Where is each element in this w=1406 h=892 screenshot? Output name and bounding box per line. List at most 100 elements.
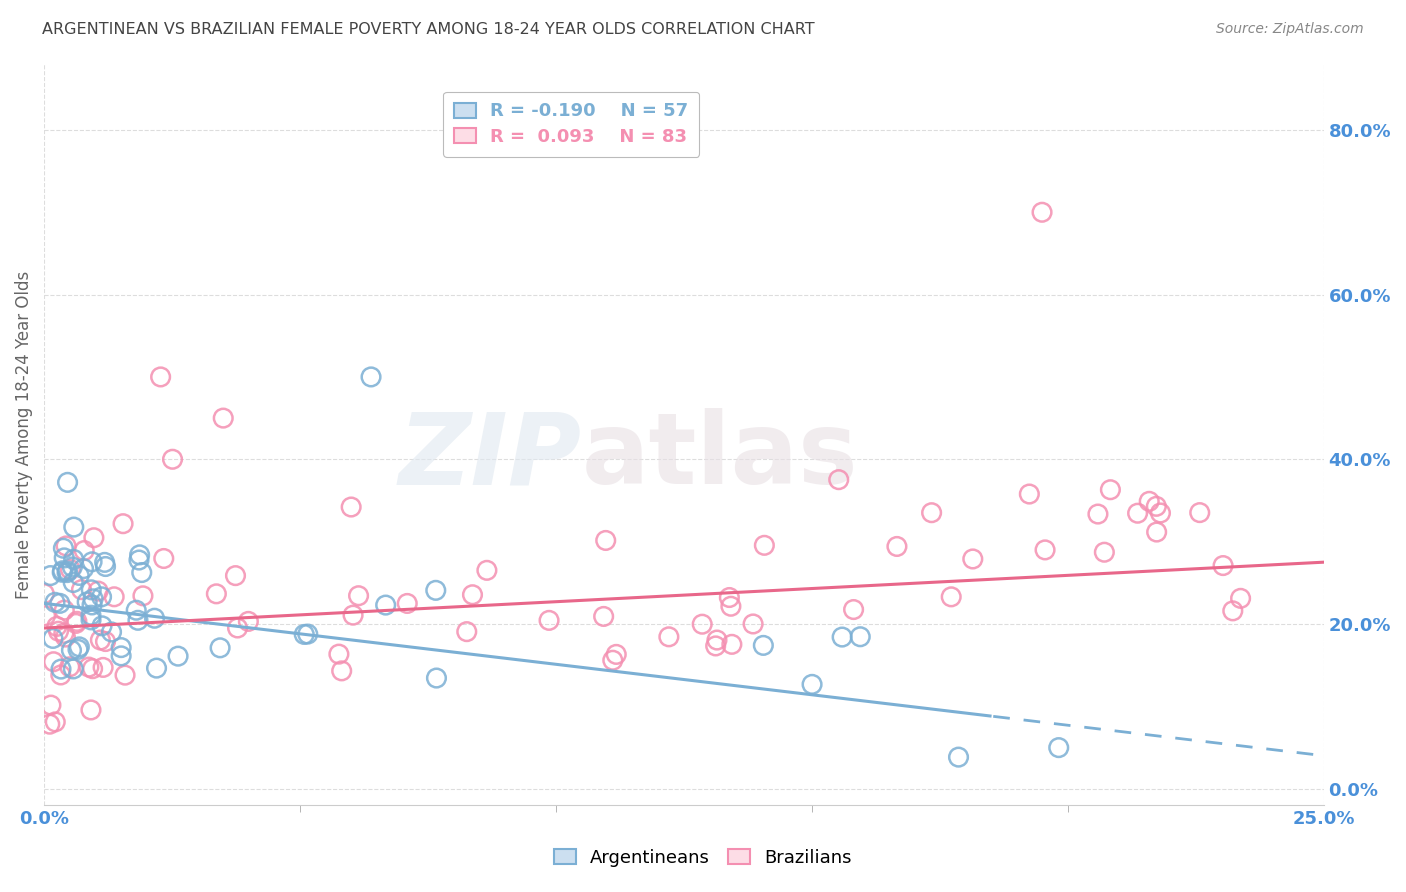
Point xyxy=(1229,591,1251,606)
Point xyxy=(1188,506,1211,520)
Point xyxy=(56,566,79,580)
Point xyxy=(801,677,824,691)
Point xyxy=(425,583,447,598)
Point xyxy=(718,591,741,605)
Point xyxy=(44,714,66,729)
Point xyxy=(1137,494,1160,508)
Point xyxy=(948,750,970,764)
Point xyxy=(62,552,84,566)
Point xyxy=(70,582,93,597)
Point xyxy=(49,596,72,610)
Point xyxy=(131,566,153,580)
Point xyxy=(80,703,103,717)
Point xyxy=(1033,542,1056,557)
Point xyxy=(475,563,498,577)
Point xyxy=(83,531,105,545)
Point xyxy=(112,516,135,531)
Point xyxy=(80,555,103,569)
Point xyxy=(77,660,100,674)
Point xyxy=(44,595,66,609)
Point xyxy=(48,624,70,639)
Point xyxy=(90,590,112,604)
Point xyxy=(360,370,382,384)
Point xyxy=(328,647,350,661)
Point xyxy=(1018,487,1040,501)
Point xyxy=(595,533,617,548)
Point xyxy=(374,598,396,612)
Point xyxy=(52,564,75,578)
Point xyxy=(89,633,111,648)
Point xyxy=(224,568,246,582)
Text: ZIP: ZIP xyxy=(398,409,582,505)
Point xyxy=(39,698,62,713)
Point xyxy=(53,550,76,565)
Point xyxy=(93,555,115,569)
Point xyxy=(1212,558,1234,573)
Point xyxy=(82,591,104,606)
Point xyxy=(162,452,184,467)
Point xyxy=(42,655,65,669)
Point xyxy=(80,608,103,623)
Point xyxy=(128,548,150,562)
Point xyxy=(828,473,851,487)
Point xyxy=(886,540,908,554)
Point xyxy=(110,640,132,655)
Point xyxy=(94,559,117,574)
Point xyxy=(706,633,728,648)
Point xyxy=(72,561,94,575)
Point xyxy=(941,590,963,604)
Y-axis label: Female Poverty Among 18-24 Year Olds: Female Poverty Among 18-24 Year Olds xyxy=(15,270,32,599)
Point xyxy=(1126,506,1149,520)
Point xyxy=(921,506,943,520)
Point xyxy=(91,660,114,674)
Point xyxy=(49,662,72,676)
Point xyxy=(65,616,87,631)
Point xyxy=(292,627,315,641)
Point xyxy=(831,630,853,644)
Point xyxy=(66,615,89,629)
Point xyxy=(87,584,110,599)
Point xyxy=(149,370,172,384)
Point xyxy=(1087,507,1109,521)
Point xyxy=(45,619,67,633)
Point xyxy=(76,595,98,609)
Point xyxy=(330,664,353,678)
Point xyxy=(592,609,614,624)
Point xyxy=(62,520,84,534)
Point xyxy=(103,590,125,604)
Point xyxy=(143,611,166,625)
Point xyxy=(962,552,984,566)
Point xyxy=(456,624,478,639)
Point xyxy=(538,613,561,627)
Point xyxy=(145,661,167,675)
Point xyxy=(114,668,136,682)
Point xyxy=(167,649,190,664)
Point xyxy=(605,648,627,662)
Point xyxy=(55,630,77,644)
Point xyxy=(56,475,79,490)
Point xyxy=(238,615,260,629)
Point xyxy=(80,613,103,627)
Point xyxy=(127,613,149,627)
Point xyxy=(34,587,56,601)
Point xyxy=(752,639,775,653)
Point xyxy=(62,575,84,590)
Point xyxy=(1047,740,1070,755)
Point xyxy=(91,619,114,633)
Point xyxy=(51,566,73,580)
Point xyxy=(842,602,865,616)
Point xyxy=(56,564,79,578)
Point xyxy=(80,582,103,597)
Point xyxy=(1146,524,1168,539)
Point xyxy=(721,637,744,651)
Point xyxy=(1144,500,1167,514)
Point xyxy=(55,539,77,553)
Point xyxy=(53,603,76,617)
Point xyxy=(342,608,364,623)
Point xyxy=(128,553,150,567)
Point xyxy=(347,589,370,603)
Point xyxy=(38,717,60,731)
Point xyxy=(100,624,122,639)
Point xyxy=(94,634,117,648)
Point xyxy=(39,568,62,582)
